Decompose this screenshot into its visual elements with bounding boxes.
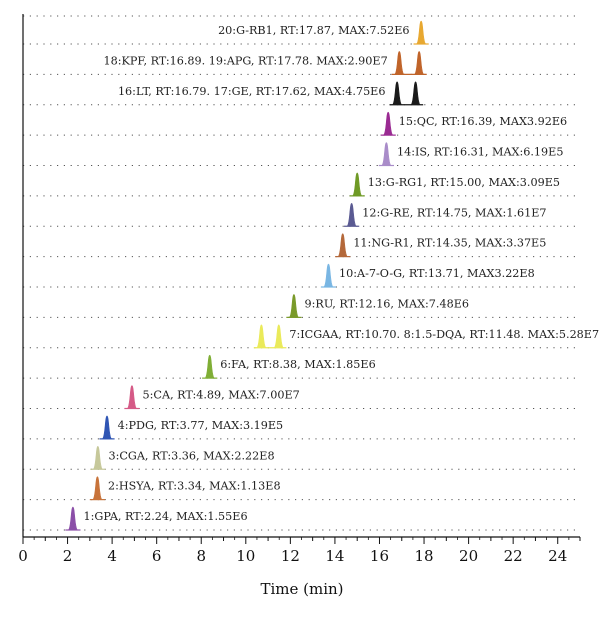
chromatogram-peak (415, 20, 427, 45)
trace-label: 14:IS, RT:16.31, MAX:6.19E5 (397, 146, 563, 159)
chromatogram-peak (273, 324, 285, 349)
chromatogram-peak (409, 81, 422, 106)
x-tick-label: 22 (504, 547, 523, 565)
trace-label: 16:LT, RT:16.79. 17:GE, RT:17.62, MAX:4.… (118, 85, 386, 98)
x-tick-label: 10 (236, 547, 255, 565)
trace-label: 5:CA, RT:4.89, MAX:7.00E7 (143, 389, 300, 402)
x-tick-label: 14 (325, 547, 344, 565)
x-ticks: 0 2 4 6 8 10 12 14 16 18 20 22 24 (18, 537, 581, 565)
chromatogram-peak (346, 202, 358, 227)
trace-label: 15:QC, RT:16.39, MAX3.92E6 (399, 115, 567, 128)
x-tick-label: 6 (152, 547, 162, 565)
peaks (65, 20, 429, 531)
x-tick-label: 16 (370, 547, 389, 565)
chromatogram-peak (393, 51, 405, 75)
chromatogram-peak (101, 415, 113, 440)
x-tick-label: 8 (196, 547, 206, 565)
chromatogram-peak (67, 506, 79, 531)
chromatogram-peak (255, 324, 267, 349)
x-tick-label: 0 (18, 547, 28, 565)
chromatogram-peak (382, 111, 394, 136)
trace-label: 12:G-RE, RT:14.75, MAX:1.61E7 (362, 206, 546, 219)
trace-label: 11:NG-R1, RT:14.35, MAX:3.37E5 (353, 237, 546, 250)
chromatogram-peak (92, 445, 104, 470)
chromatogram-peak (204, 354, 216, 379)
x-tick-label: 2 (63, 547, 73, 565)
trace-label: 7:ICGAA, RT:10.70. 8:1.5-DQA, RT:11.48. … (289, 328, 599, 341)
x-tick-label: 18 (414, 547, 433, 565)
x-tick-label: 24 (548, 547, 567, 565)
chromatogram-peak (337, 233, 349, 257)
trace-label: 2:HSYA, RT:3.34, MAX:1.13E8 (108, 480, 281, 493)
x-axis-label: Time (min) (260, 580, 343, 598)
chromatogram-peak (351, 172, 363, 197)
trace-label: 6:FA, RT:8.38, MAX:1.85E6 (220, 358, 375, 371)
x-tick-label: 4 (107, 547, 117, 565)
chromatogram-peak (288, 294, 300, 318)
trace-label: 13:G-RG1, RT:15.00, MAX:3.09E5 (368, 176, 560, 189)
trace-label: 20:G-RB1, RT:17.87, MAX:7.52E6 (218, 24, 409, 37)
chromatogram-peak (391, 81, 403, 106)
trace-label: 18:KPF, RT:16.89. 19:APG, RT:17.78. MAX:… (104, 54, 388, 67)
trace-labels: 1:GPA, RT:2.24, MAX:1.55E6 2:HSYA, RT:3.3… (84, 24, 600, 523)
x-tick-label: 20 (459, 547, 478, 565)
trace-label: 1:GPA, RT:2.24, MAX:1.55E6 (84, 510, 248, 523)
chromatogram-peak (91, 476, 103, 500)
x-tick-label: 12 (281, 547, 300, 565)
chromatogram-peak (413, 51, 425, 75)
chromatogram-peak (380, 142, 392, 166)
chromatogram-peak (322, 263, 335, 288)
trace-label: 4:PDG, RT:3.77, MAX:3.19E5 (118, 419, 284, 432)
trace-label: 10:A-7-O-G, RT:13.71, MAX3.22E8 (339, 267, 535, 280)
trace-label: 3:CGA, RT:3.36, MAX:2.22E8 (108, 449, 274, 462)
trace-label: 9:RU, RT:12.16, MAX:7.48E6 (305, 297, 469, 310)
chromatogram-peak (126, 385, 138, 409)
